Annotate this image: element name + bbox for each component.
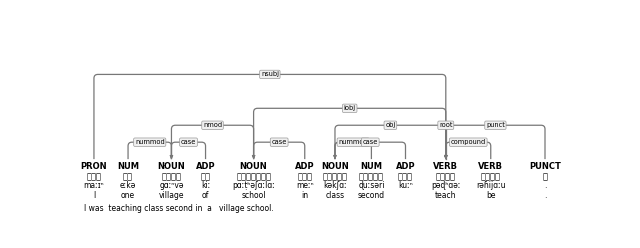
Text: में: में xyxy=(297,172,312,181)
Text: ADP: ADP xyxy=(295,162,315,171)
Text: एक: एक xyxy=(123,172,133,181)
Text: meːⁿ: meːⁿ xyxy=(296,182,314,190)
Text: eːkə: eːkə xyxy=(120,182,136,190)
Text: I: I xyxy=(93,191,95,200)
Text: rəɦijɑːu: rəɦijɑːu xyxy=(476,182,506,190)
Text: case: case xyxy=(181,139,196,145)
Text: I was  teaching class second in  a   village school.: I was teaching class second in a village… xyxy=(84,204,274,213)
Text: PUNCT: PUNCT xyxy=(529,162,561,171)
Text: ।: । xyxy=(543,172,547,181)
Text: punct: punct xyxy=(486,122,505,128)
Text: compound: compound xyxy=(451,139,486,145)
Text: kiː: kiː xyxy=(201,182,210,190)
Text: रहाँ: रहाँ xyxy=(481,172,500,181)
Text: second: second xyxy=(358,191,385,200)
Text: case: case xyxy=(362,139,378,145)
Text: NUM: NUM xyxy=(360,162,383,171)
Text: मैं: मैं xyxy=(86,172,102,181)
Text: .: . xyxy=(544,182,546,190)
Text: ADP: ADP xyxy=(396,162,415,171)
Text: be: be xyxy=(486,191,495,200)
Text: पढ़ा: पढ़ा xyxy=(436,172,456,181)
Text: .: . xyxy=(544,191,546,200)
Text: root: root xyxy=(439,122,452,128)
Text: दूसरी: दूसरी xyxy=(359,172,384,181)
Text: PRON: PRON xyxy=(81,162,108,171)
Text: village: village xyxy=(159,191,184,200)
Text: nummod: nummod xyxy=(135,139,164,145)
Text: NOUN: NOUN xyxy=(240,162,268,171)
Text: nummod: nummod xyxy=(339,139,368,145)
Text: pɑːṭʰəʃɑːlɑː: pɑːṭʰəʃɑːlɑː xyxy=(232,182,275,190)
Text: nsubj: nsubj xyxy=(261,71,279,77)
Text: NOUN: NOUN xyxy=(321,162,349,171)
Text: kuːⁿ: kuːⁿ xyxy=(398,182,413,190)
Text: one: one xyxy=(121,191,135,200)
Text: obj: obj xyxy=(385,122,396,128)
Text: कूँ: कूँ xyxy=(398,172,413,181)
Text: school: school xyxy=(241,191,266,200)
Text: पाठशाला: पाठशाला xyxy=(236,172,271,181)
Text: NOUN: NOUN xyxy=(157,162,186,171)
Text: in: in xyxy=(301,191,308,200)
Text: of: of xyxy=(202,191,209,200)
Text: case: case xyxy=(271,139,287,145)
Text: kəkʃɑː: kəkʃɑː xyxy=(323,182,347,190)
Text: NUM: NUM xyxy=(117,162,139,171)
Text: ADP: ADP xyxy=(196,162,216,171)
Text: ɖuːsəri: ɖuːsəri xyxy=(358,182,385,190)
Text: class: class xyxy=(325,191,344,200)
Text: teach: teach xyxy=(435,191,456,200)
Text: VERB: VERB xyxy=(478,162,503,171)
Text: gɑːⁿvə: gɑːⁿvə xyxy=(159,182,184,190)
Text: की: की xyxy=(200,172,211,181)
Text: VERB: VERB xyxy=(433,162,458,171)
Text: iobj: iobj xyxy=(344,105,356,111)
Text: कक्षा: कक्षा xyxy=(323,172,348,181)
Text: nmod: nmod xyxy=(203,122,222,128)
Text: pəɖʰɑəː: pəɖʰɑəː xyxy=(431,182,461,190)
Text: maːɪⁿ: maːɪⁿ xyxy=(84,182,104,190)
Text: गाँव: गाँव xyxy=(161,172,182,181)
